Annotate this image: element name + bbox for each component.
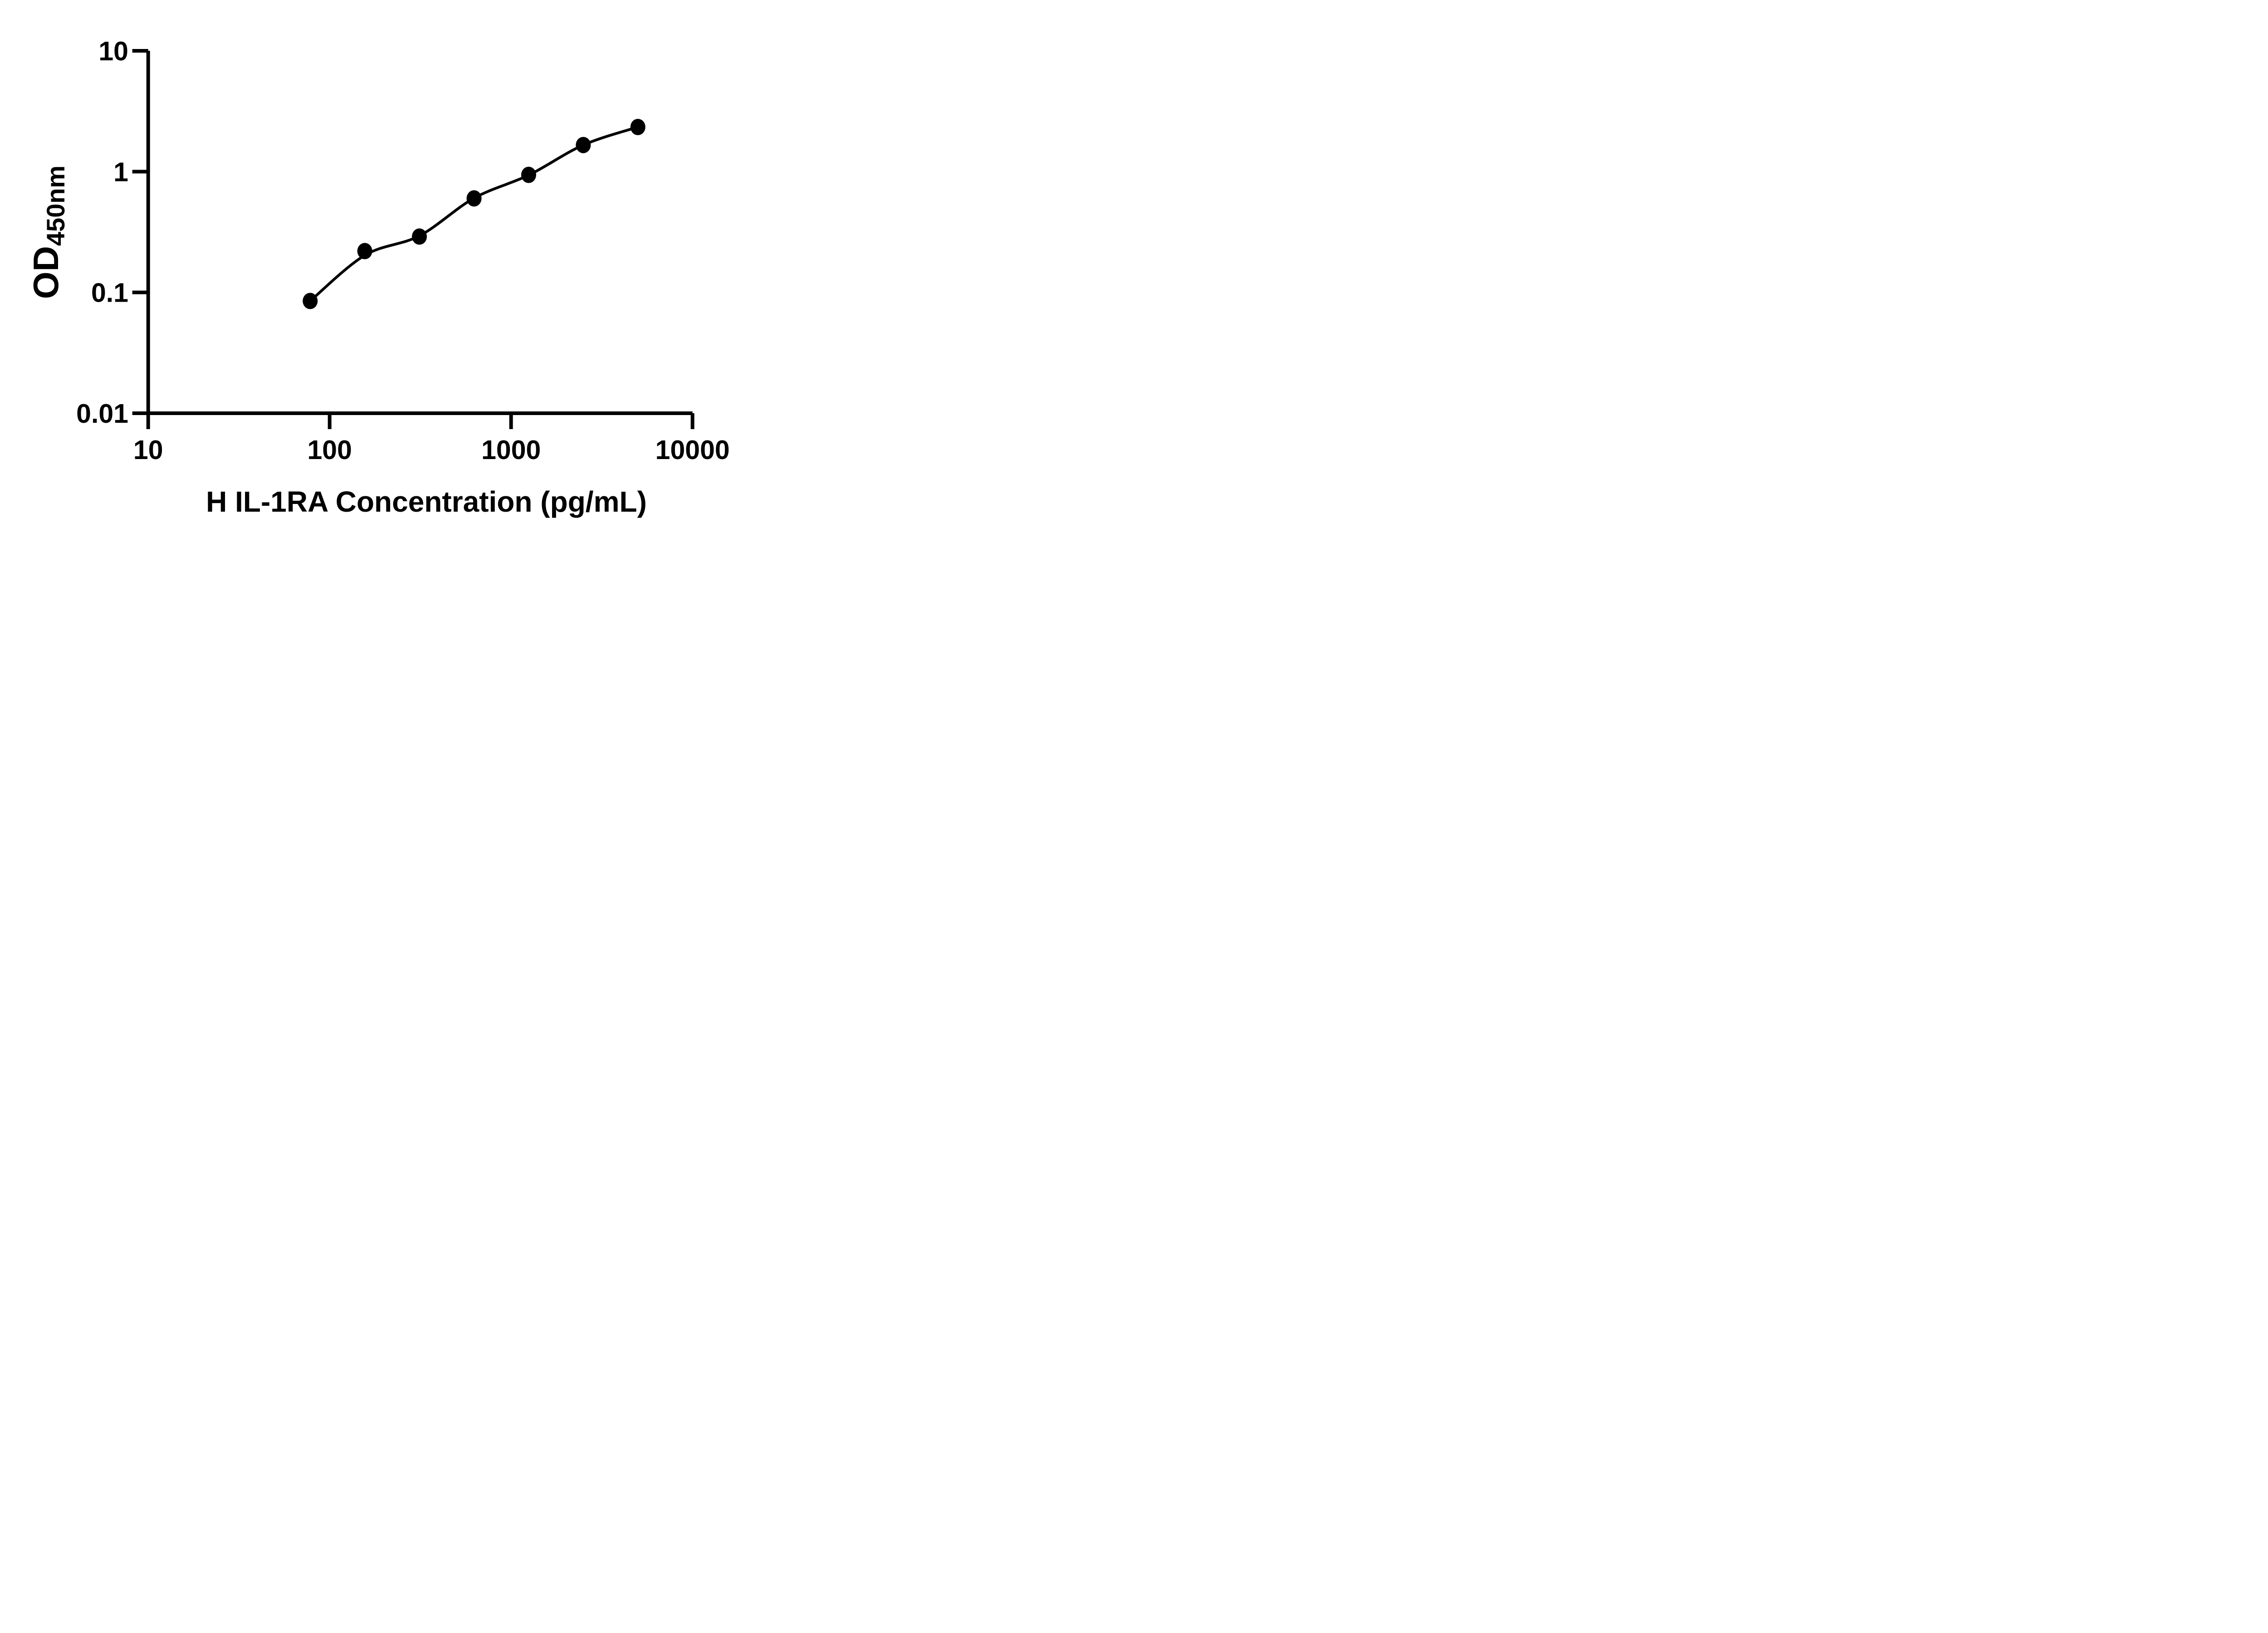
data-point <box>412 228 427 245</box>
data-point <box>357 243 372 259</box>
y-tick-label: 0.01 <box>76 399 128 429</box>
y-axis-title-subscript: 450nm <box>41 166 70 246</box>
data-point <box>466 190 482 207</box>
x-tick-label: 1000 <box>481 435 541 465</box>
data-point <box>521 166 536 183</box>
x-axis-title: H IL-1RA Concentration (pg/mL) <box>206 485 647 518</box>
data-point <box>630 119 645 135</box>
y-tick-label: 0.1 <box>91 278 128 308</box>
y-axis-ticks: 10 1 0.1 0.01 <box>76 36 148 429</box>
axes: 10 1 0.1 0.01 10 100 1000 10000 <box>76 36 730 465</box>
figure-canvas: 10 1 0.1 0.01 10 100 1000 10000 H IL-1RA Conce… <box>0 0 776 544</box>
y-tick-label: 1 <box>113 157 128 187</box>
x-tick-label: 10 <box>133 435 163 465</box>
x-axis-ticks: 10 100 1000 10000 <box>133 413 730 465</box>
x-tick-label: 10000 <box>655 435 730 465</box>
elisa-standard-curve-chart: 10 1 0.1 0.01 10 100 1000 10000 H IL-1RA Conce… <box>26 36 730 518</box>
data-point <box>576 137 591 153</box>
y-axis-title-main: OD <box>26 246 66 299</box>
y-axis-title: OD450nm <box>26 166 70 299</box>
y-tick-label: 10 <box>98 36 128 66</box>
fit-curve <box>308 126 640 303</box>
x-tick-label: 100 <box>307 435 352 465</box>
data-point <box>303 293 318 309</box>
data-points <box>303 119 645 309</box>
